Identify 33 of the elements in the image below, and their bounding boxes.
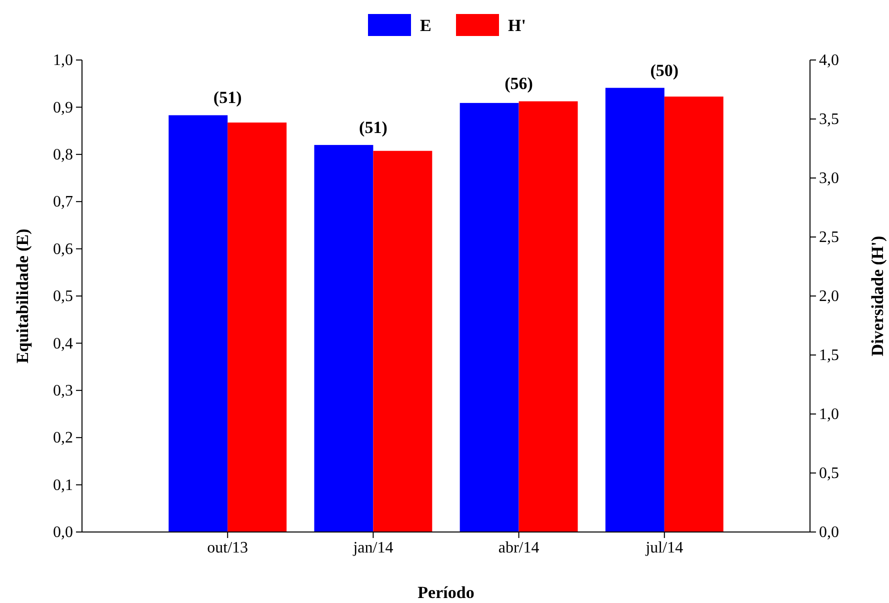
annotation: (51)	[359, 118, 388, 137]
x-axis-title: Período	[418, 583, 474, 602]
y2-axis-title: Diversidade (H')	[868, 236, 887, 356]
y2-tick-label: 0,5	[819, 465, 839, 482]
y-tick-label: 0,2	[53, 430, 73, 447]
x-tick-label: abr/14	[498, 539, 540, 556]
y-tick-label: 0,9	[53, 99, 73, 116]
y-tick-label: 0,4	[53, 335, 73, 352]
legend-label: H'	[508, 16, 526, 35]
x-tick-label: jan/14	[352, 539, 394, 556]
annotation: (56)	[504, 74, 533, 94]
x-tick-label: jul/14	[644, 539, 684, 556]
y2-tick-label: 3,5	[819, 111, 839, 128]
y2-tick-label: 1,5	[819, 347, 839, 364]
y-tick-label: 0,8	[53, 146, 73, 164]
y2-tick-label: 0,0	[819, 524, 839, 542]
y-axis-title: Equitabilidade (E)	[13, 228, 32, 364]
x-tick-label: out/13	[207, 539, 248, 556]
y-tick-label: 0,3	[53, 382, 73, 400]
y-tick-label: 0,6	[53, 240, 73, 258]
legend-label: E	[420, 16, 432, 35]
annotation: (50)	[650, 60, 679, 80]
y2-tick-label: 2,5	[819, 229, 839, 246]
y2-tick-label: 1,0	[819, 406, 839, 424]
y-tick-label: 0,1	[53, 476, 73, 494]
y2-tick-label: 2,0	[819, 288, 839, 306]
annotation: (51)	[213, 88, 242, 108]
y2-tick-label: 3,0	[819, 170, 839, 188]
y-tick-label: 0,7	[53, 194, 73, 211]
y2-tick-label: 4,0	[819, 52, 839, 70]
y-tick-label: 0,5	[53, 288, 73, 306]
y-tick-label: 1,0	[53, 52, 73, 70]
y-tick-label: 0,0	[53, 524, 73, 542]
